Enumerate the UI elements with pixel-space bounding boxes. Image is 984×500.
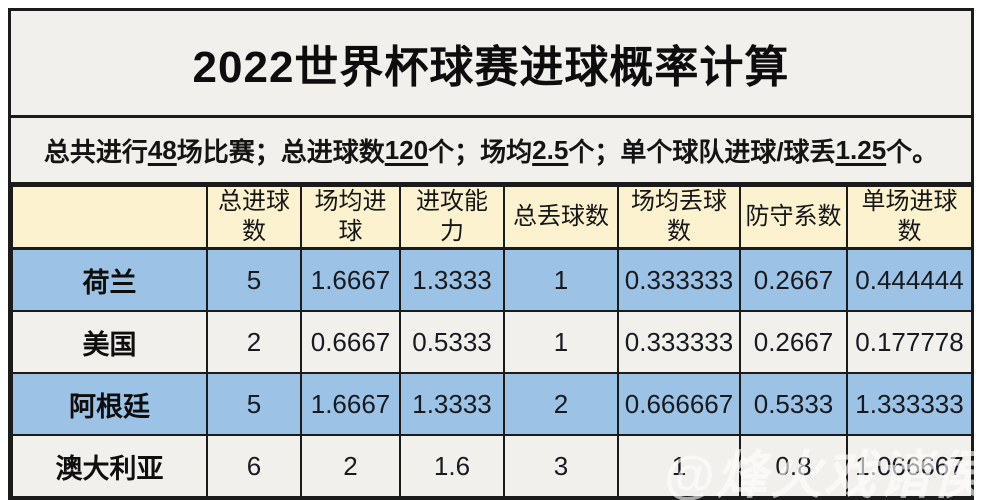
value-cell: 0.5333 (399, 310, 505, 374)
value-cell: 0.2667 (739, 310, 848, 374)
value-cell: 6 (206, 434, 302, 498)
column-header-single-match-goals: 单场进球 数 (846, 185, 973, 250)
value-cell: 1 (503, 310, 619, 374)
table-row: 荷兰 5 1.6667 1.3333 1 0.333333 0.2667 0.444444 (11, 247, 973, 312)
table-header-row: 总进球 数 场均进 球 进攻能 力 总丢球数 场均丢球 数 防守系数 单场进球 … (11, 185, 973, 250)
stats-table: 总进球 数 场均进 球 进攻能 力 总丢球数 场均丢球 数 防守系数 单场进球 … (11, 185, 973, 498)
summary-number: 2.5 (532, 134, 569, 165)
column-header-attack-ability: 进攻能 力 (399, 185, 505, 250)
column-header-total-goals: 总进球 数 (206, 185, 302, 250)
table-row: 阿根廷 5 1.6667 1.3333 2 0.666667 0.5333 1.333333 (11, 372, 973, 436)
value-cell: 5 (206, 372, 302, 436)
value-cell: 2 (206, 310, 302, 374)
column-header-total-conceded: 总丢球数 (503, 185, 619, 250)
summary-text: 场比赛；总进球数 (176, 136, 385, 167)
summary-text: 总共进行 (43, 136, 148, 167)
value-cell: 1.6 (399, 434, 505, 498)
value-cell: 1.333333 (846, 372, 973, 436)
summary-number: 48 (147, 134, 177, 165)
summary-line: 总共进行 48 场比赛；总进球数 120 个；场均 2.5 个；单个球队进球/球丢 1.25 个… (11, 118, 971, 185)
column-header-conceded-per-match: 场均丢球 数 (617, 185, 741, 250)
summary-number: 120 (384, 134, 429, 165)
value-cell: 0.177778 (846, 310, 973, 374)
page-title: 2022世界杯球赛进球概率计算 (11, 11, 971, 118)
value-cell: 2 (300, 434, 401, 498)
value-cell: 1 (503, 247, 619, 312)
value-cell: 1 (617, 434, 741, 498)
summary-text: 个；单个球队进球/球丢 (568, 136, 836, 167)
team-name-cell: 阿根廷 (11, 372, 208, 436)
value-cell: 0.2667 (739, 247, 848, 312)
table-row: 美国 2 0.6667 0.5333 1 0.333333 0.2667 0.177778 (11, 310, 973, 374)
column-header-defense-coefficient: 防守系数 (739, 185, 848, 250)
value-cell: 0.8 (739, 434, 848, 498)
value-cell: 1.3333 (399, 247, 505, 312)
team-name-cell: 荷兰 (11, 247, 208, 312)
value-cell: 3 (503, 434, 619, 498)
table-row: 澳大利亚 6 2 1.6 3 1 0.8 1.066667 (11, 434, 973, 498)
value-cell: 1.6667 (300, 247, 401, 312)
team-name-cell: 澳大利亚 (11, 434, 208, 498)
value-cell: 0.666667 (617, 372, 741, 436)
summary-text: 个；场均 (428, 136, 533, 167)
summary-number: 1.25 (835, 134, 887, 165)
value-cell: 0.6667 (300, 310, 401, 374)
value-cell: 5 (206, 247, 302, 312)
value-cell: 0.5333 (739, 372, 848, 436)
table-body: 荷兰 5 1.6667 1.3333 1 0.333333 0.2667 0.444444 美国… (11, 247, 973, 498)
worksheet-frame: 2022世界杯球赛进球概率计算 总共进行 48 场比赛；总进球数 120 个；场均 2.5… (8, 8, 974, 500)
value-cell: 0.333333 (617, 247, 741, 312)
column-header-goals-per-match: 场均进 球 (300, 185, 401, 250)
value-cell: 1.066667 (846, 434, 973, 498)
value-cell: 2 (503, 372, 619, 436)
team-name-cell: 美国 (11, 310, 208, 374)
column-header-team (11, 185, 208, 250)
value-cell: 0.444444 (846, 247, 973, 312)
summary-text: 个。 (886, 136, 939, 167)
value-cell: 0.333333 (617, 310, 741, 374)
value-cell: 1.3333 (399, 372, 505, 436)
value-cell: 1.6667 (300, 372, 401, 436)
